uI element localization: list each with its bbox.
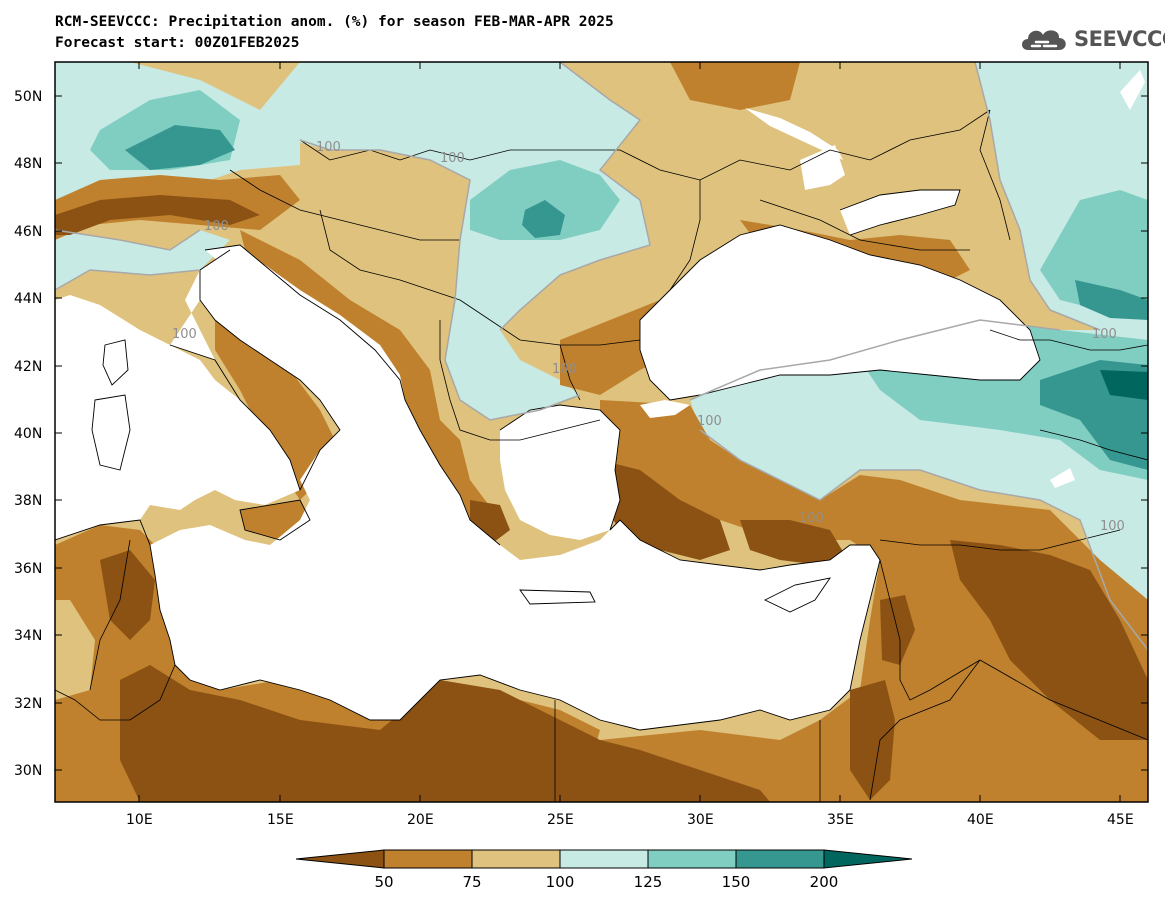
logo-text: SEEVCCC <box>1074 27 1165 51</box>
contour-label: 100 <box>697 414 722 429</box>
colorbar-label: 125 <box>634 873 663 891</box>
lake-van-patch <box>1050 468 1075 488</box>
black-sea <box>640 225 1040 400</box>
anomaly-region-below-50-alps <box>55 195 260 235</box>
lat-label: 42N <box>14 359 42 375</box>
colorbar-segment-low <box>295 849 385 869</box>
colorbar-segment <box>647 849 737 869</box>
lon-axis <box>138 62 1121 802</box>
colorbar: 50 75 100 125 150 200 <box>295 849 913 891</box>
contour-label: 100 <box>316 140 341 155</box>
lon-labels: 10E 15E 20E 25E 30E 35E 40E 45E <box>126 812 1134 828</box>
title-line-2: Forecast start: 00Z01FEB2025 <box>55 35 300 51</box>
lon-label: 20E <box>407 812 434 828</box>
lat-label: 38N <box>14 493 42 509</box>
contour-label: 100 <box>552 362 577 377</box>
sea-of-azov <box>840 190 960 235</box>
colorbar-segment <box>735 849 825 869</box>
north-white-patch-2 <box>1120 70 1145 110</box>
north-white-patch-1 <box>745 108 843 160</box>
lon-label: 15E <box>267 812 294 828</box>
contour-label: 100 <box>799 511 824 526</box>
lat-label: 30N <box>14 763 42 779</box>
lon-label: 45E <box>1107 812 1134 828</box>
crimea-gap <box>800 145 845 190</box>
anomaly-region-50-75-anatolia <box>560 400 1148 802</box>
lat-axis <box>55 95 1148 771</box>
tyrrhenian-ionian-sea <box>150 250 880 730</box>
anomaly-region-below-50-sinai <box>850 680 895 800</box>
anomaly-region-50-75-north <box>670 62 800 110</box>
anomaly-region-150-200-east <box>1075 280 1148 320</box>
lat-label: 40N <box>14 426 42 442</box>
anomaly-region-below-50-syria <box>950 540 1148 740</box>
contour-label: 100 <box>172 327 197 342</box>
lat-label: 32N <box>14 696 42 712</box>
marmara-sea <box>640 400 690 418</box>
anomaly-region-below-50-anatolia-south <box>740 520 845 565</box>
colorbar-label: 150 <box>722 873 751 891</box>
anomaly-region-100-125-north <box>260 62 650 330</box>
anomaly-region-below-50-tunisia <box>100 550 155 640</box>
title-line-1: RCM-SEEVCCC: Precipitation anom. (%) for… <box>55 14 614 30</box>
map-frame <box>54 61 1149 803</box>
contour-label: 100 <box>1092 327 1117 342</box>
anomaly-region-below-50-libya <box>120 665 770 802</box>
colorbar-segment-high <box>823 849 913 869</box>
lat-label: 46N <box>14 224 42 240</box>
lat-label: 36N <box>14 561 42 577</box>
lat-labels: 50N 48N 46N 44N 42N 40N 38N 36N 34N 32N … <box>14 89 42 779</box>
anomaly-region-100-125-west <box>55 230 230 290</box>
contour-label: 100 <box>204 219 229 234</box>
contour-label: 100 <box>1100 519 1125 534</box>
anomaly-region-125-150-russia <box>1040 190 1148 320</box>
lon-label: 35E <box>827 812 854 828</box>
mediterranean-sea <box>55 295 300 540</box>
lat-label: 50N <box>14 89 42 105</box>
anomaly-region-200-plus-east <box>1100 370 1148 400</box>
lon-label: 10E <box>126 812 153 828</box>
lat-label: 34N <box>14 628 42 644</box>
anomaly-region-150-200-romania <box>522 200 565 238</box>
cloud-icon <box>1022 30 1066 50</box>
map-title: RCM-SEEVCCC: Precipitation anom. (%) for… <box>55 12 614 54</box>
adriatic-sea <box>205 245 405 400</box>
country-borders <box>55 109 1148 802</box>
lon-label: 30E <box>687 812 714 828</box>
anomaly-region-150-200-germany <box>125 125 235 170</box>
contour-lines-100 <box>55 62 1148 651</box>
colorbar-label: 50 <box>374 873 393 891</box>
contour-label: 100 <box>440 151 465 166</box>
colorbar-label: 100 <box>546 873 575 891</box>
lon-label: 40E <box>967 812 994 828</box>
colorbar-segment <box>559 849 649 869</box>
lon-label: 25E <box>547 812 574 828</box>
colorbar-label: 200 <box>810 873 839 891</box>
colorbar-segment <box>471 849 561 869</box>
lat-label: 44N <box>14 291 42 307</box>
lat-label: 48N <box>14 156 42 172</box>
colorbar-segment <box>383 849 473 869</box>
contour-labels: 100 100 100 100 100 100 100 100 100 <box>172 140 1125 534</box>
anomaly-region-50-75-italy <box>215 300 340 500</box>
colorbar-label: 75 <box>462 873 481 891</box>
aegean-sea <box>500 405 620 540</box>
seevccc-logo: SEEVCCC <box>1018 22 1165 56</box>
anomaly-region-100-125-balkans <box>445 300 580 420</box>
